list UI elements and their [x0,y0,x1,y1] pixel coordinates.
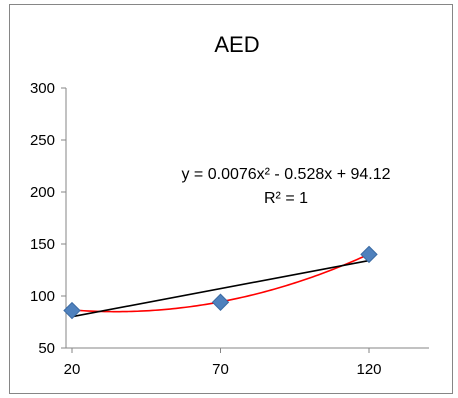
chart-frame [9,4,453,394]
x-tick-label: 70 [212,361,229,378]
data-point-diamond [360,245,378,264]
y-tick-label: 150 [30,236,55,253]
y-tick-label: 200 [30,184,55,201]
chart-title: AED [214,32,259,57]
r-squared-label: R² = 1 [264,190,308,207]
data-points [63,245,378,320]
y-tick-label: 250 [30,132,55,149]
y-tick-label: 50 [38,340,55,357]
y-axis-ticks: 50 100 150 200 250 300 [30,80,66,357]
data-point-diamond [211,293,230,311]
x-tick-label: 120 [356,361,381,378]
y-tick-label: 100 [30,288,55,305]
x-axis-ticks: 20 70 120 [64,348,382,378]
linear-trendline [71,259,370,318]
x-tick-label: 20 [64,361,81,378]
trendline-equation: y = 0.0076x² - 0.528x + 94.12 [181,166,390,183]
data-point-diamond [63,301,81,320]
y-tick-label: 300 [30,80,55,97]
